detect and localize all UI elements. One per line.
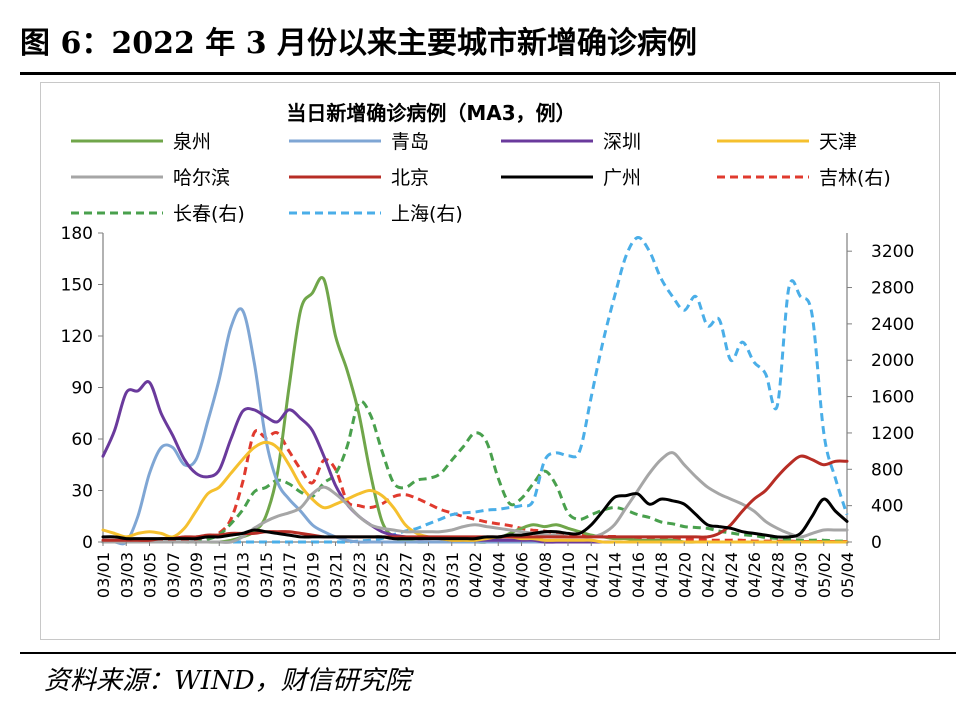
legend-label: 上海(右) xyxy=(391,203,463,225)
x-tick-label: 04/10 xyxy=(559,552,578,598)
source-note: 资料来源：WIND，财信研究院 xyxy=(44,666,411,696)
legend-item: 泉州 xyxy=(71,131,211,153)
legend-item: 天津 xyxy=(717,131,857,153)
legend-item: 哈尔滨 xyxy=(71,167,230,189)
legend-item: 上海(右) xyxy=(289,203,463,225)
legend-label: 长春(右) xyxy=(173,203,245,225)
x-tick-label: 03/19 xyxy=(303,552,322,598)
x-tick-label: 05/02 xyxy=(815,552,834,598)
x-tick-label: 03/03 xyxy=(117,552,136,598)
legend-item: 深圳 xyxy=(501,131,641,153)
series-line xyxy=(101,307,849,546)
y-right-tick-label: 1600 xyxy=(871,388,914,408)
x-tick-label: 03/23 xyxy=(350,552,369,598)
x-tick-label: 04/08 xyxy=(536,552,555,598)
x-tick-label: 04/22 xyxy=(699,552,718,598)
y-right-tick-label: 400 xyxy=(871,497,903,517)
axes xyxy=(102,233,848,543)
y-right-tick-label: 800 xyxy=(871,460,903,480)
x-tick-label: 03/17 xyxy=(280,552,299,598)
x-tick-label: 04/20 xyxy=(675,552,694,598)
y-right-tick-label: 0 xyxy=(871,533,882,553)
chart-title: 当日新增确诊病例（MA3，例） xyxy=(286,101,575,125)
y-right-tick-label: 2800 xyxy=(871,279,914,299)
y-left-tick-label: 120 xyxy=(61,327,93,347)
series-line xyxy=(101,454,849,542)
legend-item: 长春(右) xyxy=(71,203,245,225)
series-line xyxy=(101,492,849,541)
y-left-tick-label: 60 xyxy=(71,430,93,450)
figure-title: 图 6：2022 年 3 月份以来主要城市新增确诊病例 xyxy=(20,26,698,61)
x-tick-label: 03/05 xyxy=(141,552,160,598)
y-left-tick-label: 0 xyxy=(82,533,93,553)
y-left-tick-label: 30 xyxy=(71,482,93,502)
legend-label: 吉林(右) xyxy=(819,167,891,189)
x-tick-label: 04/06 xyxy=(513,552,532,598)
x-tick-label: 03/31 xyxy=(443,552,462,598)
x-tick-label: 03/15 xyxy=(257,552,276,598)
x-tick-label: 04/16 xyxy=(629,552,648,598)
x-tick-label: 04/12 xyxy=(582,552,601,598)
x-tick-label: 04/28 xyxy=(768,552,787,598)
x-tick-label: 04/30 xyxy=(792,552,811,598)
y-left-tick-label: 180 xyxy=(61,224,93,244)
x-tick-label: 03/25 xyxy=(373,552,392,598)
legend-label: 广州 xyxy=(603,167,641,189)
series-layer xyxy=(101,236,849,546)
chart-frame: 当日新增确诊病例（MA3，例） 泉州 青岛 深圳 天津哈尔滨 北京 广州 吉林(右) 长春(右… xyxy=(40,82,940,640)
y-left-tick-label: 150 xyxy=(61,276,93,296)
legend-label: 天津 xyxy=(819,131,857,153)
x-tick-label: 04/02 xyxy=(466,552,485,598)
series-line xyxy=(103,236,849,544)
x-tick-label: 03/01 xyxy=(94,552,113,598)
legend-item: 吉林(右) xyxy=(717,167,891,189)
source-rule xyxy=(20,652,956,654)
legend-item: 北京 xyxy=(289,167,429,189)
y-right-tick-label: 2400 xyxy=(871,315,914,335)
legend-label: 哈尔滨 xyxy=(173,167,230,189)
series-line xyxy=(101,451,849,544)
legend-item: 广州 xyxy=(501,167,641,189)
x-tick-label: 03/07 xyxy=(164,552,183,598)
tick-layer: 0 30 60 90 120 150 180 0 400 800 1200 1600 2000 2400 2… xyxy=(61,224,915,598)
legend-label: 北京 xyxy=(391,167,429,189)
x-tick-label: 03/21 xyxy=(327,552,346,598)
x-tick-label: 04/24 xyxy=(722,552,741,598)
x-tick-label: 03/29 xyxy=(420,552,439,598)
x-tick-label: 04/14 xyxy=(606,552,625,598)
legend-label: 深圳 xyxy=(603,131,641,153)
series-line xyxy=(101,440,849,544)
x-tick-label: 04/26 xyxy=(745,552,764,598)
x-tick-label: 03/11 xyxy=(210,552,229,598)
x-tick-label: 03/09 xyxy=(187,552,206,598)
title-rule xyxy=(20,72,956,75)
y-right-tick-label: 2000 xyxy=(871,351,914,371)
legend-label: 泉州 xyxy=(173,131,211,153)
x-tick-label: 04/04 xyxy=(489,552,508,598)
legend-item: 青岛 xyxy=(289,131,429,153)
y-right-tick-label: 3200 xyxy=(871,242,914,262)
y-left-tick-label: 90 xyxy=(71,379,93,399)
legend-label: 青岛 xyxy=(391,131,429,153)
x-tick-label: 05/04 xyxy=(838,552,857,598)
x-tick-label: 03/13 xyxy=(234,552,253,598)
x-tick-label: 03/27 xyxy=(396,552,415,598)
x-tick-label: 04/18 xyxy=(652,552,671,598)
y-right-tick-label: 1200 xyxy=(871,424,914,444)
